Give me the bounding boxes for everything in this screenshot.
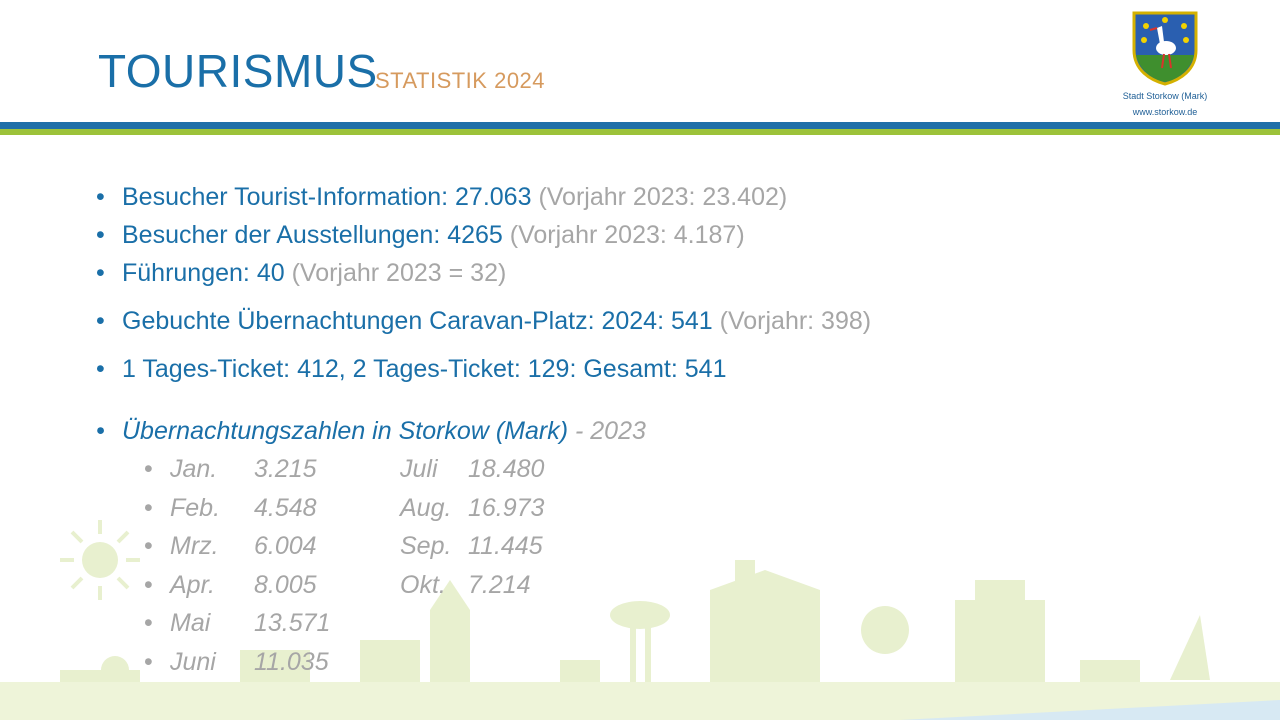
logo-website: www.storkow.de bbox=[1132, 107, 1198, 117]
bullet-exhibitions: Besucher der Ausstellungen: 4265 (Vorjah… bbox=[96, 216, 1216, 254]
content-list: Besucher Tourist-Information: 27.063 (Vo… bbox=[96, 178, 1216, 681]
city-logo: Stadt Storkow (Mark) www.storkow.de bbox=[1110, 10, 1220, 118]
header-stripe-blue bbox=[0, 122, 1280, 129]
page-subtitle: STATISTIK 2024 bbox=[375, 68, 546, 93]
logo-city-name: Stadt Storkow (Mark) bbox=[1122, 91, 1208, 101]
bullet-tickets: 1 Tages-Ticket: 412, 2 Tages-Ticket: 129… bbox=[96, 350, 1216, 388]
bullet-caravan: Gebuchte Übernachtungen Caravan-Platz: 2… bbox=[96, 302, 1216, 340]
bullet-overnight-heading: Übernachtungszahlen in Storkow (Mark) - … bbox=[96, 412, 1216, 450]
bullet-tourist-info: Besucher Tourist-Information: 27.063 (Vo… bbox=[96, 178, 1216, 216]
page-title: TOURISMUS bbox=[98, 45, 378, 97]
header-stripe-green bbox=[0, 129, 1280, 135]
coat-of-arms-icon bbox=[1132, 11, 1198, 86]
bullet-tours: Führungen: 40 (Vorjahr 2023 = 32) bbox=[96, 254, 1216, 292]
